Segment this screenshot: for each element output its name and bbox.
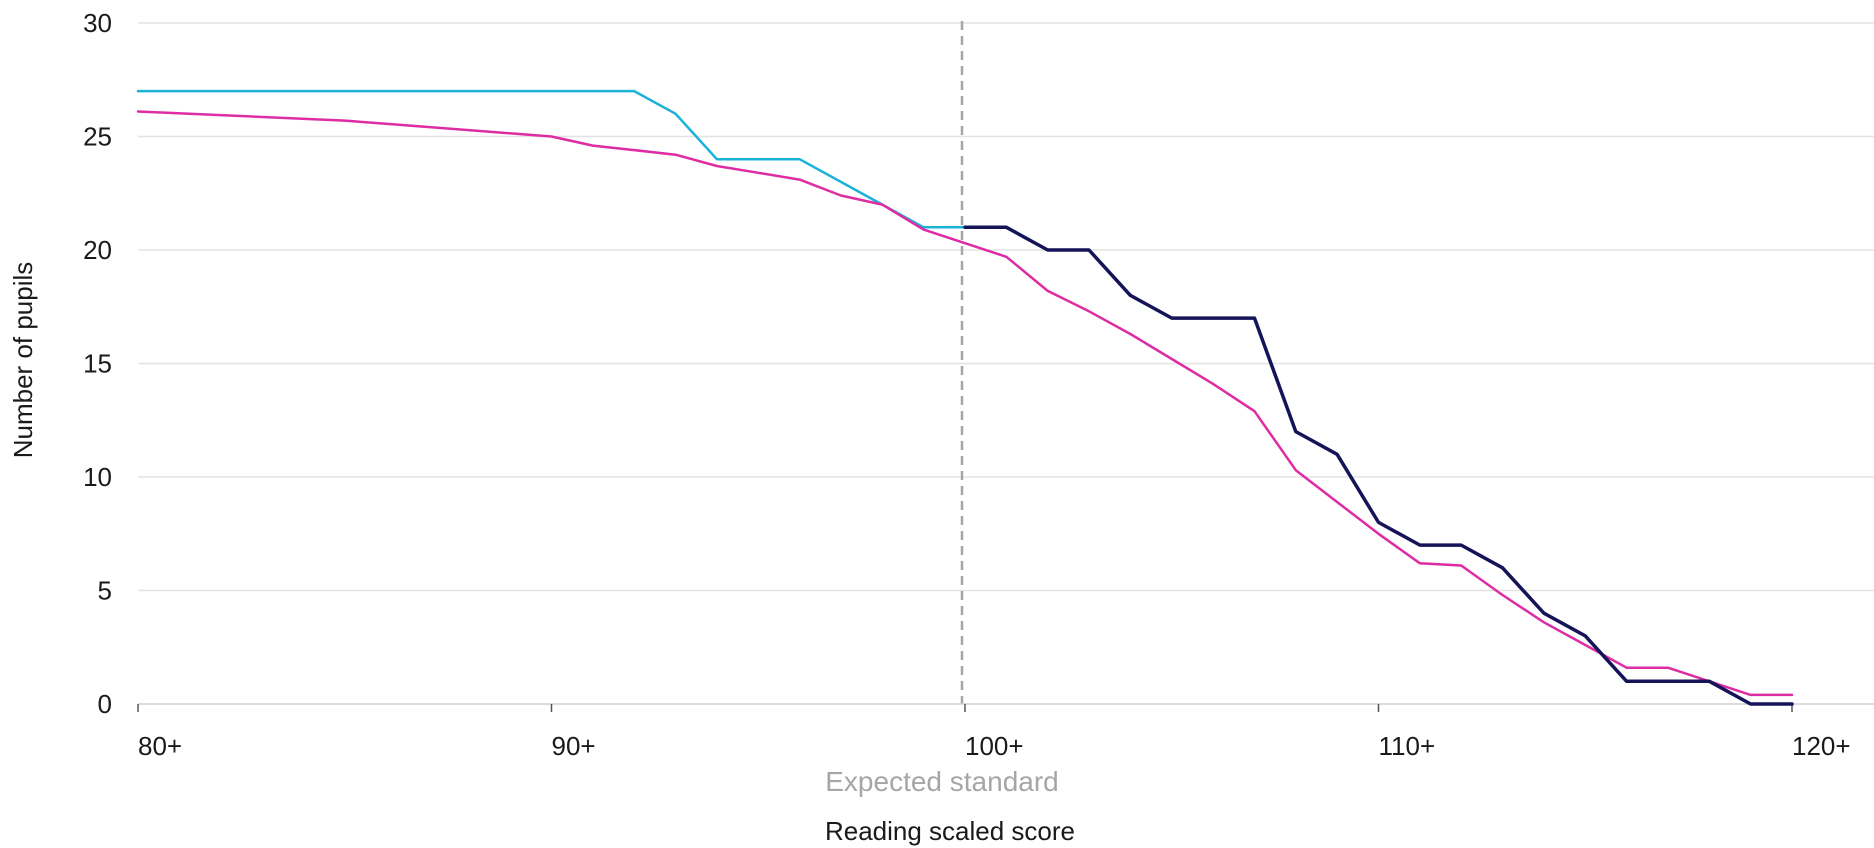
x-tick-label: 110+ — [1379, 731, 1436, 761]
y-tick-label: 10 — [83, 462, 112, 492]
y-tick-label: 0 — [98, 689, 112, 719]
expected-standard-label: Expected standard — [825, 766, 1059, 797]
gridlines — [138, 22, 1874, 592]
series-comparison-line — [136, 110, 1794, 697]
y-tick-label: 5 — [98, 576, 112, 606]
y-tick-label: 25 — [83, 122, 112, 152]
series-above-standard-line — [963, 225, 1794, 706]
y-tick-label: 15 — [83, 349, 112, 379]
x-tick-label: 80+ — [138, 731, 182, 761]
expected-standard-reference: Expected standard — [825, 21, 1059, 797]
y-axis: 0 5 10 15 20 25 30 — [83, 8, 112, 719]
x-tick-label: 100+ — [965, 731, 1024, 761]
series-below-standard-line — [136, 89, 967, 229]
y-axis-title: Number of pupils — [8, 262, 38, 459]
x-axis-title: Reading scaled score — [825, 816, 1075, 846]
x-tick-label: 120+ — [1792, 731, 1851, 761]
series-lines — [136, 89, 1794, 706]
y-tick-label: 30 — [83, 8, 112, 38]
x-tick-label: 90+ — [552, 731, 596, 761]
y-tick-label: 20 — [83, 235, 112, 265]
x-axis: 80+ 90+ 100+ 110+ 120+ — [137, 703, 1874, 761]
